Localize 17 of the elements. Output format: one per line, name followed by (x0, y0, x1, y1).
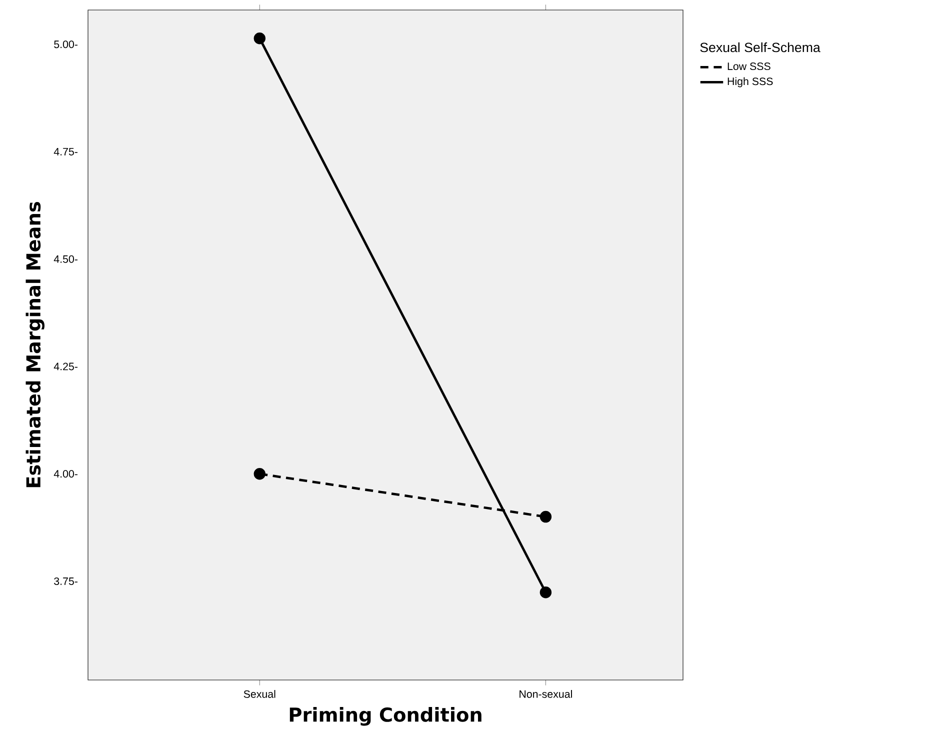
y-axis-title: Estimated Marginal Means (26, 202, 44, 488)
x-tick-label: Non-sexual (520, 690, 572, 698)
legend-label: Low SSS (728, 62, 770, 70)
y-tick-label: 4.50- (54, 255, 78, 263)
legend-label: High SSS (728, 77, 773, 88)
point (254, 32, 266, 44)
y-tick-label: 5.00- (54, 40, 78, 48)
y-tick-label: 3.75- (54, 577, 78, 585)
y-tick-label: 4.75- (54, 148, 78, 156)
point (254, 468, 266, 480)
point (540, 510, 552, 523)
x-axis-title: Priming Condition (290, 707, 482, 726)
legend-title: Sexual Self-Schema (700, 42, 820, 52)
point (540, 586, 552, 598)
y-tick-label: 4.25- (54, 362, 78, 370)
y-tick-label: 4.00- (54, 470, 78, 478)
x-tick-label: Sexual (244, 690, 276, 698)
